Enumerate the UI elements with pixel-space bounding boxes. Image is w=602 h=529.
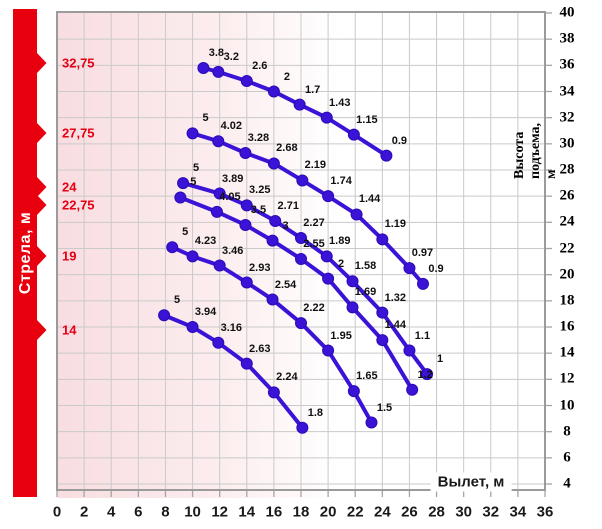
data-point-marker (240, 75, 253, 88)
data-point-marker (320, 111, 333, 124)
data-point-marker (403, 262, 416, 275)
boom-arrow (37, 177, 47, 197)
data-point-marker (267, 85, 280, 98)
data-point-marker (239, 146, 252, 159)
data-point-marker (296, 421, 309, 434)
data-point-marker (239, 218, 252, 231)
data-point-marker (212, 336, 225, 349)
data-point-marker (417, 277, 429, 290)
data-point-marker (320, 250, 333, 263)
data-point-marker (322, 190, 335, 203)
plot-border (56, 11, 546, 491)
data-point-marker (186, 127, 199, 140)
boom-arrow (37, 195, 47, 215)
data-point-marker (240, 276, 253, 289)
data-point-marker (213, 259, 226, 272)
boom-arrow (37, 320, 47, 340)
data-point-marker (346, 301, 359, 314)
boom-axis-title: Стрела, м (17, 211, 34, 295)
data-point-marker (322, 344, 335, 357)
boom-arrow (37, 246, 47, 266)
data-point-marker (350, 208, 363, 221)
data-point-marker (322, 272, 335, 285)
boom-arrow (37, 53, 47, 73)
data-point-marker (376, 306, 389, 319)
data-point-marker (266, 293, 279, 306)
data-point-marker (210, 205, 223, 218)
data-point-marker (240, 199, 253, 212)
data-point-marker (177, 177, 190, 190)
data-point-marker (365, 416, 378, 429)
data-point-marker (346, 275, 359, 288)
capacity-curve-boom-27,75 (190, 131, 425, 286)
data-point-marker (421, 368, 434, 381)
data-point-marker (186, 321, 199, 333)
data-point-marker (186, 250, 199, 263)
data-point-marker (212, 65, 225, 78)
data-point-marker (295, 317, 307, 330)
data-point-marker (266, 234, 279, 247)
data-point-marker (197, 61, 210, 74)
data-point-marker (240, 357, 253, 370)
data-point-marker (295, 232, 307, 245)
data-point-marker (376, 334, 389, 347)
data-point-marker (376, 233, 389, 246)
data-point-marker (174, 191, 187, 204)
data-point-marker (380, 149, 393, 162)
data-point-marker (406, 383, 419, 396)
data-point-marker (347, 128, 360, 141)
data-point-marker (158, 309, 171, 322)
data-point-marker (293, 98, 306, 111)
x-axis-title: Вылет, м (430, 472, 512, 492)
data-point-marker (166, 241, 179, 254)
boom-arrow (37, 123, 47, 143)
boom-sidebar-bar (13, 9, 37, 497)
capacity-curve-boom-24 (181, 181, 430, 377)
data-point-marker (212, 135, 225, 148)
data-point-marker (213, 187, 226, 200)
data-point-marker (267, 157, 280, 170)
data-point-marker (269, 215, 282, 228)
data-point-marker (347, 385, 360, 398)
data-point-marker (296, 174, 309, 187)
data-point-marker (403, 344, 416, 357)
data-point-marker (267, 386, 280, 399)
data-point-marker (295, 252, 307, 265)
y-axis-title: Высота подъема, м (512, 122, 559, 179)
